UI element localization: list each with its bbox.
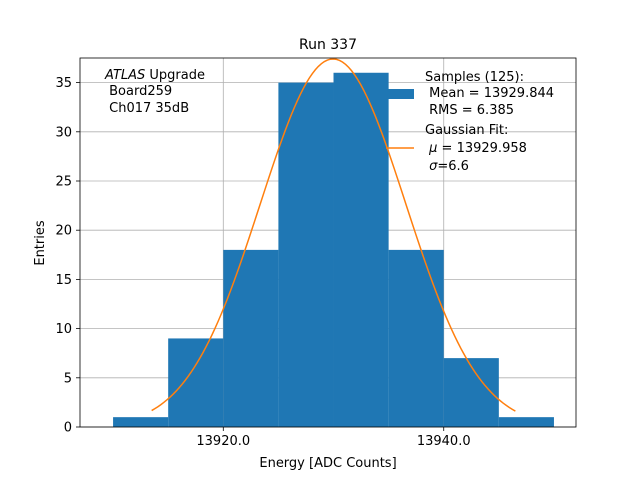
histogram-bar xyxy=(168,338,224,427)
x-tick-label: 13940.0 xyxy=(417,434,471,449)
legend-fit-mu: μ = 13929.958 xyxy=(425,141,527,156)
upgrade-label: Upgrade xyxy=(145,68,205,83)
y-tick-label: 35 xyxy=(55,76,72,91)
histogram-bar xyxy=(443,358,499,427)
atlas-label: ATLAS xyxy=(104,68,145,83)
mu-value: = 13929.958 xyxy=(437,141,526,156)
legend-fit-title: Gaussian Fit: xyxy=(425,123,508,138)
legend-fit-sigma: σ=6.6 xyxy=(425,159,469,174)
legend: Samples (125): Mean = 13929.844 RMS = 6.… xyxy=(386,70,554,174)
y-tick-label: 15 xyxy=(55,273,72,288)
histogram-bar xyxy=(388,249,444,427)
x-axis-label: Energy [ADC Counts] xyxy=(259,456,396,471)
sigma-value: =6.6 xyxy=(437,159,469,174)
annotation-line-3: Ch017 35dB xyxy=(105,101,189,116)
y-tick-label: 5 xyxy=(64,371,72,386)
histogram-bar xyxy=(223,249,279,427)
chart-title: Run 337 xyxy=(299,37,357,53)
sigma-symbol: σ xyxy=(429,159,438,174)
annotation-line-1: ATLAS Upgrade xyxy=(104,68,205,83)
y-axis-label: Entries xyxy=(33,220,48,266)
legend-samples-mean: Mean = 13929.844 xyxy=(425,86,554,101)
histogram-bar xyxy=(278,82,334,427)
mu-symbol: μ xyxy=(428,141,437,156)
histogram-bars xyxy=(113,72,554,427)
x-tick-label: 13920.0 xyxy=(196,434,250,449)
histogram-bar xyxy=(333,72,389,427)
x-axis-ticks: 13920.0 13940.0 xyxy=(196,427,471,449)
y-tick-label: 0 xyxy=(64,421,72,436)
gaussian-fit-line xyxy=(151,58,516,412)
legend-samples-title: Samples (125): xyxy=(425,70,524,85)
y-tick-label: 10 xyxy=(55,322,72,337)
annotation-line-2: Board259 xyxy=(105,84,172,99)
y-axis-ticks: 0 5 10 15 20 25 30 35 xyxy=(55,76,80,436)
histogram-bar xyxy=(113,417,169,427)
legend-samples-swatch xyxy=(386,89,414,99)
y-tick-label: 20 xyxy=(55,224,72,239)
legend-samples-rms: RMS = 6.385 xyxy=(425,103,514,118)
plot-frame xyxy=(79,57,577,428)
annotation-box: ATLAS Upgrade Board259 Ch017 35dB xyxy=(104,68,205,116)
histogram-bar xyxy=(498,417,554,427)
y-tick-label: 25 xyxy=(55,175,72,190)
y-tick-label: 30 xyxy=(55,125,72,140)
